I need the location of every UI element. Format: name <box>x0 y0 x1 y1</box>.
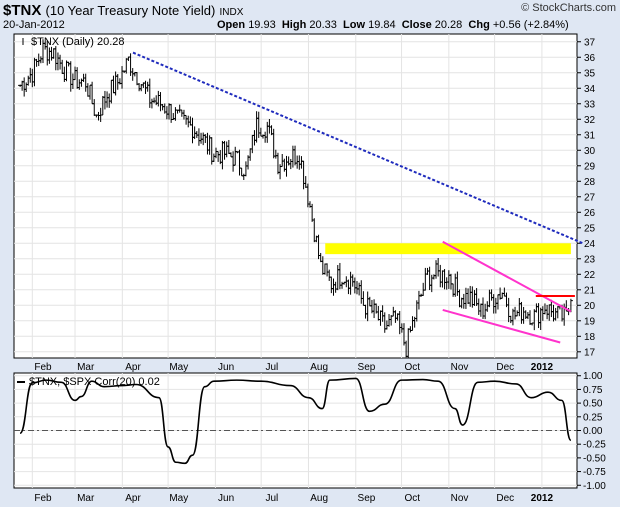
corr-legend: $TNX, $SPX Corr(20) 0.02 <box>29 376 160 388</box>
chg-label: Chg <box>468 19 490 31</box>
corr-x-tick-label: Aug <box>310 493 328 504</box>
corr-y-tick-label: -1.00 <box>583 481 606 492</box>
corr-y-tick-label: 0.00 <box>583 426 603 437</box>
corr-x-tick-label: Apr <box>125 493 141 504</box>
price-y-tick-label: 35 <box>584 68 596 79</box>
price-y-tick-label: 29 <box>584 161 596 172</box>
close-value: 20.28 <box>434 19 463 31</box>
ohlc-summary: Open 19.93 High 20.33 Low 19.84 Close 20… <box>217 19 569 31</box>
price-y-tick-label: 19 <box>584 316 596 327</box>
price-y-tick-label: 26 <box>584 208 596 219</box>
corr-x-tick-label: Oct <box>404 493 420 504</box>
price-y-tick-label: 20 <box>584 301 596 312</box>
price-y-tick-label: 32 <box>584 115 596 126</box>
corr-x-tick-label: Dec <box>496 493 514 504</box>
price-y-tick-label: 31 <box>584 130 596 141</box>
price-y-tick-label: 28 <box>584 177 596 188</box>
price-x-tick-label: Feb <box>34 362 52 373</box>
channel-lower-line <box>442 308 561 344</box>
corr-x-tick-label: Mar <box>77 493 95 504</box>
open-label: Open <box>217 19 246 31</box>
stockcharts-credit: © StockCharts.com <box>521 2 616 14</box>
chart-date: 20-Jan-2012 <box>3 19 65 31</box>
price-y-tick-label: 27 <box>584 192 596 203</box>
exchange: INDX <box>219 7 244 18</box>
price-y-tick-label: 36 <box>584 53 596 64</box>
corr-y-tick-label: 1.00 <box>583 371 603 382</box>
corr-y-tick-label: -0.25 <box>583 440 606 451</box>
corr-x-tick-label: Sep <box>358 493 376 504</box>
corr-y-tick-label: -0.50 <box>583 453 606 464</box>
high-value: 20.33 <box>309 19 337 31</box>
channel-upper-line <box>442 240 572 313</box>
price-x-tick-label: Mar <box>77 362 95 373</box>
corr-x-tick-label: Jun <box>218 493 234 504</box>
price-y-tick-label: 34 <box>584 84 596 95</box>
chart-title: $TNX (10 Year Treasury Note Yield) INDX <box>3 2 243 19</box>
price-legend: $TNX (Daily) 20.28 <box>31 36 125 48</box>
price-x-tick-label: May <box>169 362 188 373</box>
price-y-tick-label: 33 <box>584 99 596 110</box>
corr-x-tick-label: Jul <box>265 493 278 504</box>
price-x-tick-label: Dec <box>496 362 514 373</box>
price-x-tick-label: Aug <box>310 362 328 373</box>
price-y-tick-label: 23 <box>584 254 596 265</box>
price-x-tick-label: Nov <box>451 362 469 373</box>
price-bars <box>18 39 573 358</box>
price-y-tick-label: 21 <box>584 285 596 296</box>
corr-x-tick-label: Nov <box>451 493 469 504</box>
price-y-tick-label: 30 <box>584 146 596 157</box>
open-value: 19.93 <box>248 19 276 31</box>
high-label: High <box>281 19 307 31</box>
chg-value: +0.56 (+2.84%) <box>492 19 569 31</box>
price-y-tick-label: 22 <box>584 270 596 281</box>
price-x-tick-label: Oct <box>404 362 420 373</box>
downtrend-line <box>132 51 584 245</box>
low-label: Low <box>343 19 366 31</box>
price-x-tick-label: Sep <box>358 362 376 373</box>
price-y-tick-label: 18 <box>584 332 596 343</box>
chart-header: $TNX (10 Year Treasury Note Yield) INDX … <box>0 0 620 34</box>
corr-y-tick-label: 0.25 <box>583 412 603 423</box>
price-x-tick-label: Apr <box>125 362 141 373</box>
price-y-tick-label: 24 <box>584 239 596 250</box>
low-value: 19.84 <box>368 19 396 31</box>
symbol: $TNX <box>3 2 42 19</box>
price-y-tick-label: 25 <box>584 223 596 234</box>
corr-x-tick-label: 2012 <box>531 493 554 504</box>
price-panel <box>13 33 578 359</box>
close-label: Close <box>401 19 432 31</box>
price-x-tick-label: Jul <box>265 362 278 373</box>
corr-y-tick-label: 0.50 <box>583 399 603 410</box>
corr-y-tick-label: 0.75 <box>583 385 603 396</box>
corr-series-line <box>19 377 572 465</box>
price-x-tick-label: Jun <box>218 362 234 373</box>
price-y-tick-label: 17 <box>584 347 596 358</box>
resistance-zone <box>325 243 571 255</box>
corr-y-tick-label: -0.75 <box>583 467 606 478</box>
price-y-tick-label: 37 <box>584 37 596 48</box>
corr-x-tick-label: Feb <box>34 493 52 504</box>
price-x-tick-label: 2012 <box>531 362 554 373</box>
symbol-name: (10 Year Treasury Note Yield) <box>45 3 216 18</box>
corr-x-tick-label: May <box>169 493 188 504</box>
